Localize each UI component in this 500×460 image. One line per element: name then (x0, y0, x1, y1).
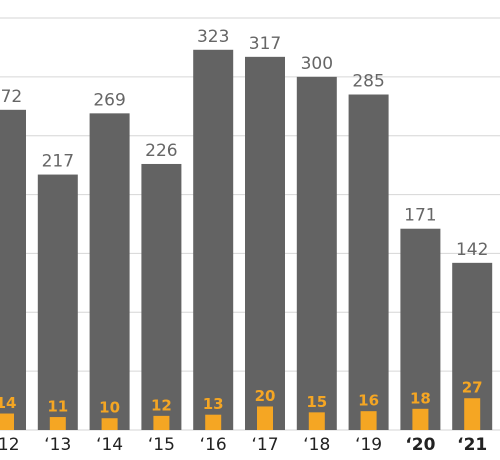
total-bar (245, 56, 285, 431)
sub-bar (205, 414, 222, 430)
sub-bar (360, 411, 377, 430)
sub-label: 13 (203, 395, 224, 413)
sub-bar (153, 415, 170, 430)
x-tick-label: ‘13 (44, 435, 71, 455)
sub-bar (49, 417, 66, 430)
total-bar (193, 49, 234, 430)
total-bar (348, 94, 389, 430)
total-bar (89, 113, 130, 430)
total-label: 226 (145, 141, 177, 161)
total-label: 285 (352, 72, 384, 92)
x-tick-label: ‘21 (457, 435, 487, 455)
total-bar (141, 163, 182, 431)
sub-label: 16 (358, 392, 379, 410)
total-bar (0, 109, 26, 431)
x-tick-label: ‘18 (303, 435, 330, 455)
sub-bar (412, 408, 429, 430)
total-label: 323 (197, 27, 229, 47)
sub-bar (101, 418, 118, 430)
sub-label: 18 (410, 389, 431, 407)
total-label: 269 (93, 90, 125, 110)
x-tick-label: ‘12 (0, 435, 20, 455)
x-tick-label: ‘16 (200, 435, 227, 455)
sub-label: 12 (151, 396, 172, 414)
x-tick-label: ‘17 (251, 435, 278, 455)
sub-bar (464, 398, 481, 430)
sub-bar (257, 406, 273, 430)
x-tick-label: ‘14 (96, 435, 123, 455)
total-bar (296, 76, 337, 430)
sub-label: 15 (306, 393, 327, 411)
x-tick-label: ‘19 (355, 435, 382, 455)
x-tick-label: ‘20 (405, 435, 435, 455)
total-label: 171 (404, 206, 436, 226)
sub-bar (308, 412, 325, 430)
total-bar (37, 174, 78, 430)
total-label: 272 (0, 87, 22, 107)
total-label: 317 (249, 34, 281, 54)
sub-label: 14 (0, 394, 16, 412)
sub-label: 27 (462, 379, 483, 397)
sub-label: 10 (99, 399, 120, 417)
x-tick-label: ‘15 (148, 435, 175, 455)
total-label: 217 (42, 152, 74, 172)
sub-bar (0, 413, 14, 430)
sub-label: 11 (47, 398, 68, 416)
total-bar (400, 228, 441, 430)
total-label: 142 (456, 240, 488, 260)
total-label: 300 (301, 54, 333, 74)
sub-label: 20 (255, 387, 276, 405)
